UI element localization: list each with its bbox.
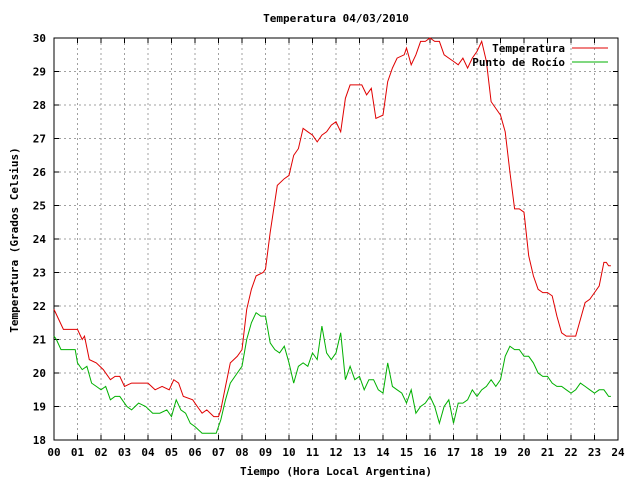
y-tick-label: 26	[33, 166, 47, 179]
legend-label: Temperatura	[492, 42, 565, 55]
x-tick-label: 18	[470, 446, 483, 459]
x-tick-labels: 00 01 02 03 04 05 06 07 08 09 10 11 12 13 14 15 16 17 18 19…	[47, 446, 625, 459]
grid	[54, 38, 618, 440]
x-tick-label: 19	[494, 446, 507, 459]
y-tick-label: 20	[33, 367, 46, 380]
x-tick-label: 10	[282, 446, 295, 459]
y-tick-label: 28	[33, 99, 46, 112]
x-tick-label: 04	[141, 446, 155, 459]
y-tick-label: 24	[33, 233, 47, 246]
x-tick-label: 22	[564, 446, 577, 459]
y-tick-labels: 18 19 20 21 22 23 24 25 26 27 28 29 30	[33, 32, 47, 447]
y-tick-label: 23	[33, 267, 46, 280]
x-tick-label: 15	[400, 446, 413, 459]
x-tick-label: 21	[541, 446, 555, 459]
x-tick-label: 17	[447, 446, 460, 459]
chart-title: Temperatura 04/03/2010	[263, 12, 409, 25]
x-tick-label: 07	[212, 446, 225, 459]
x-tick-label: 05	[165, 446, 178, 459]
temperatura-series-line	[53, 37, 611, 418]
y-tick-label: 18	[33, 434, 46, 447]
y-tick-label: 29	[33, 66, 46, 79]
y-tick-label: 27	[33, 133, 46, 146]
x-axis-title: Tiempo (Hora Local Argentina)	[240, 465, 432, 478]
y-axis-title: Temperatura (Grados Celsius)	[8, 147, 21, 332]
x-tick-label: 16	[423, 446, 437, 459]
y-tick-label: 30	[33, 32, 46, 45]
y-tick-label: 25	[33, 200, 46, 213]
legend-label: Punto de Rocío	[472, 56, 565, 69]
x-tick-label: 03	[118, 446, 131, 459]
punto-de-rocio-series-line	[53, 311, 611, 434]
x-tick-label: 20	[517, 446, 530, 459]
series-layer	[53, 37, 611, 434]
x-tick-label: 14	[376, 446, 390, 459]
x-tick-label: 09	[259, 446, 272, 459]
tick-marks	[53, 37, 619, 441]
y-tick-label: 21	[33, 334, 47, 347]
x-tick-label: 06	[188, 446, 202, 459]
x-tick-label: 01	[71, 446, 85, 459]
x-tick-label: 13	[353, 446, 366, 459]
x-tick-label: 02	[94, 446, 107, 459]
x-tick-label: 24	[611, 446, 625, 459]
x-tick-label: 00	[47, 446, 60, 459]
y-tick-label: 19	[33, 401, 46, 414]
x-tick-label: 08	[235, 446, 248, 459]
y-tick-label: 22	[33, 300, 46, 313]
x-tick-label: 23	[588, 446, 601, 459]
x-tick-label: 11	[306, 446, 320, 459]
x-tick-label: 12	[329, 446, 342, 459]
